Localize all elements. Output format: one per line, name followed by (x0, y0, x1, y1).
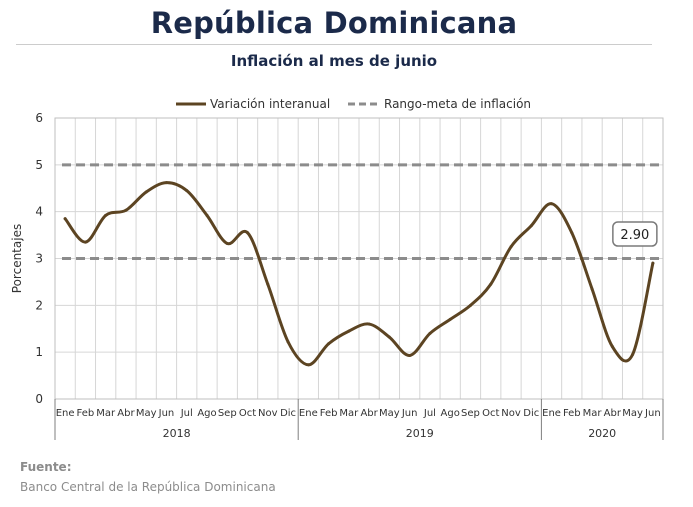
data-point (306, 363, 310, 367)
annotation-box (612, 221, 658, 247)
x-tick-label: Ene (56, 408, 75, 419)
year-label: 2019 (406, 427, 434, 440)
y-tick-label: 1 (35, 345, 43, 359)
x-tick-label: Abr (604, 408, 622, 419)
source-text: Banco Central de la República Dominicana (20, 480, 276, 494)
data-point (225, 242, 229, 246)
x-tick-label: Ene (542, 408, 561, 419)
data-point (509, 245, 513, 249)
y-tick-label: 4 (35, 205, 43, 219)
x-tick-label: Abr (117, 408, 135, 419)
x-tick-label: Oct (482, 408, 499, 419)
data-point (347, 329, 351, 333)
data-point (468, 303, 472, 307)
x-tick-label: Mar (96, 408, 116, 419)
x-tick-label: Jun (401, 408, 418, 419)
x-tick-label: Oct (239, 408, 256, 419)
x-tick-label: Jul (423, 408, 436, 419)
x-tick-label: Dic (523, 408, 539, 419)
data-point (246, 231, 250, 235)
data-point (489, 282, 493, 286)
title-divider (16, 44, 652, 45)
x-tick-label: Ene (299, 408, 318, 419)
year-label: 2020 (588, 427, 616, 440)
data-point (387, 335, 391, 339)
data-point (428, 331, 432, 335)
data-point (205, 213, 209, 217)
data-point (408, 353, 412, 357)
data-point (104, 213, 108, 217)
x-tick-label: Abr (360, 408, 378, 419)
x-tick-label: May (136, 408, 157, 419)
chart-subtitle: Inflación al mes de junio (230, 52, 438, 70)
x-tick-label: May (379, 408, 400, 419)
x-tick-label: Feb (320, 408, 338, 419)
x-tick-label: Feb (563, 408, 581, 419)
x-tick-label: Jul (180, 408, 193, 419)
x-tick-label: Sep (218, 408, 237, 419)
y-tick-label: 2 (35, 298, 43, 312)
x-tick-label: May (622, 408, 643, 419)
data-point (631, 353, 635, 357)
data-point (266, 282, 270, 286)
data-point (327, 342, 331, 346)
data-point (185, 189, 189, 193)
data-point (448, 317, 452, 321)
legend-label-variacion-interanual: Variación interanual (210, 97, 330, 111)
x-tick-label: Feb (77, 408, 95, 419)
x-tick-label: Jun (644, 408, 661, 419)
data-point (590, 287, 594, 291)
data-point (570, 231, 574, 235)
data-point (529, 224, 533, 228)
y-axis-title: Porcentajes (10, 224, 24, 293)
x-tick-label: Ago (441, 408, 460, 419)
x-tick-label: Nov (258, 408, 278, 419)
x-tick-label: Sep (461, 408, 480, 419)
y-tick-label: 5 (35, 158, 43, 172)
data-point (124, 208, 128, 212)
data-point (610, 345, 614, 349)
y-tick-label: 3 (35, 252, 43, 266)
y-tick-label: 0 (35, 392, 43, 406)
data-point (164, 181, 168, 185)
source-label: Fuente: (20, 460, 72, 474)
chart-title: República Dominicana (150, 6, 518, 40)
data-point (286, 340, 290, 344)
data-point (367, 322, 371, 326)
y-tick-label: 6 (35, 111, 43, 125)
data-point (83, 240, 87, 244)
plot-frame (54, 117, 664, 400)
data-point (63, 217, 67, 221)
x-tick-label: Mar (583, 408, 603, 419)
data-point (651, 261, 655, 265)
annotation-value: 2.90 (620, 228, 649, 243)
x-tick-label: Nov (501, 408, 521, 419)
x-tick-label: Jun (158, 408, 175, 419)
data-point (550, 202, 554, 206)
data-point (144, 190, 148, 194)
year-label: 2018 (163, 427, 191, 440)
x-tick-label: Dic (280, 408, 296, 419)
x-tick-label: Ago (197, 408, 216, 419)
x-tick-label: Mar (339, 408, 359, 419)
legend-label-rango-meta: Rango-meta de inflación (384, 97, 531, 111)
